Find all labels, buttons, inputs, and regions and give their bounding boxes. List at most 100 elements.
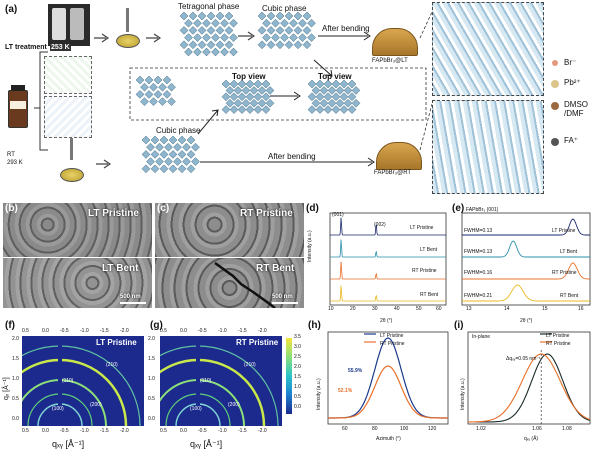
tetragonal-octahedron: [193, 18, 202, 28]
tetragonal-octahedron: [206, 26, 216, 35]
cubic-small-octahedron: [158, 82, 167, 92]
tick: -2.0: [258, 328, 267, 334]
inplane-title: In-plane: [472, 334, 491, 340]
xrd-frame: [329, 212, 447, 306]
topview-octahedron: [315, 105, 325, 114]
cubic-bottom-octahedron: [191, 142, 200, 152]
giwaxs-lt-xlabel: qₓᵧ [Å⁻¹]: [52, 439, 85, 449]
cubic-bottom-octahedron: [159, 150, 169, 159]
topview-octahedron: [327, 98, 337, 108]
xrd-xlabel: 2θ (°): [380, 318, 393, 324]
fwhm-series-line: [462, 240, 590, 258]
topview-octahedron: [229, 79, 239, 89]
xrd-curve-label: LT Pristine: [410, 225, 434, 231]
cubic-octahedron: [302, 11, 312, 21]
topview-octahedron: [319, 86, 329, 95]
topview-octahedron: [245, 105, 255, 114]
azimuth-series-line: [328, 365, 448, 419]
lt-film-label: FAPbBr₃@LT: [372, 58, 408, 64]
topview-octahedron: [327, 86, 337, 95]
topview-octahedron: [347, 79, 357, 89]
cubic-octahedron: [307, 18, 316, 28]
azimuth-xlabel: Azimuth (°): [376, 436, 401, 442]
cubic-octahedron: [266, 26, 276, 35]
cubic-octahedron: [307, 33, 316, 42]
topview-octahedron: [245, 79, 255, 89]
tick: 80: [372, 426, 378, 432]
fwhm-series-line: [462, 262, 590, 280]
fwhm-curve-label: RT Bent: [560, 293, 579, 299]
topview-octahedron: [249, 86, 259, 95]
lt-bent-structure-inset: [432, 2, 544, 96]
fwhm-title: FAPbBr₃ (001): [466, 207, 499, 213]
topview-octahedron: [233, 98, 243, 108]
tetragonal-octahedron: [202, 18, 211, 28]
cubic-octahedron: [293, 40, 303, 50]
panel-a-letter: (a): [5, 4, 18, 15]
fa-legend-label: FA⁺: [564, 136, 579, 145]
fwhm-xtick: 14: [504, 306, 510, 312]
tick: 1.08: [562, 426, 572, 432]
rt-solution-schematic: [44, 96, 92, 138]
rt-pristine-sem-label: RT Pristine: [240, 208, 293, 219]
tetragonal-octahedron: [202, 33, 211, 42]
cubic-bottom-octahedron: [141, 135, 151, 145]
cubic-octahedron: [302, 26, 312, 35]
tick: 1.0: [148, 376, 155, 382]
panel-c-letter: (c): [157, 203, 170, 214]
tick: 0.0: [148, 416, 155, 422]
cubic-small-octahedron: [167, 97, 176, 106]
tetragonal-octahedron: [188, 11, 198, 21]
colorbar-tick: 2.0: [294, 364, 301, 370]
topview-octahedron: [307, 79, 317, 89]
giwaxs-lt-yticks: 2.0 1.5 1.0 0.5 0.0: [12, 336, 22, 426]
tetragonal-octahedron: [220, 33, 229, 42]
tetragonal-octahedron: [206, 40, 216, 50]
topview-octahedron: [323, 92, 333, 102]
tetragonal-octahedron: [188, 40, 198, 50]
tetragonal-octahedron: [215, 26, 225, 35]
cubic-bottom-octahedron: [155, 157, 164, 166]
tetragonal-octahedron: [179, 11, 189, 21]
crack-line: [214, 261, 276, 308]
solvent-legend-label: DMSO /DMF: [564, 100, 588, 118]
cubic-bottom-octahedron: [177, 135, 187, 145]
topview-octahedron: [323, 79, 333, 89]
cubic-octahedron: [280, 33, 289, 42]
topview-octahedron: [253, 79, 263, 89]
topview-octahedron: [237, 105, 247, 114]
tetragonal-octahedron: [220, 18, 229, 28]
inplane-frame: [467, 331, 591, 425]
sem-rt-bent: [155, 258, 304, 308]
giwaxs-ring-label: (100): [190, 406, 202, 412]
inplane-legend: RT Pristine: [546, 341, 571, 347]
topview-octahedron: [331, 105, 341, 114]
topview-octahedron: [347, 92, 357, 102]
fwhm-xticks: 13 14 15 16: [464, 306, 590, 314]
sem-lt-pristine: [3, 203, 152, 257]
topview-octahedron: [225, 98, 235, 108]
tetragonal-octahedron: [215, 40, 225, 50]
peak-001-label: (001): [332, 212, 344, 218]
after-bending-top-label: After bending: [322, 24, 370, 33]
inplane-series-line: [467, 353, 591, 423]
azimuth-xticks: 60 80 100 120: [334, 426, 450, 434]
tetragonal-octahedron: [229, 47, 238, 57]
azimuth-annot-rt: 52.1%: [338, 388, 353, 394]
fa-legend-dot: [551, 138, 559, 146]
lt-bent-sem-label: LT Bent: [102, 263, 139, 274]
tick: -1.0: [80, 428, 89, 434]
cubic-bottom-octahedron: [159, 164, 169, 174]
fwhm-frame: [461, 212, 591, 306]
tick: 1.02: [476, 426, 486, 432]
fwhm-curve-label: LT Bent: [560, 249, 578, 255]
cubic-bottom-octahedron: [173, 157, 182, 166]
topview-octahedron: [343, 98, 353, 108]
tetragonal-octahedron: [224, 40, 234, 50]
cubic-octahedron: [257, 26, 267, 35]
giwaxs-lt-top-ticks: 0.5 0.0 -0.5 -1.0 -1.5 -2.0: [22, 328, 144, 336]
tick: -1.5: [238, 328, 247, 334]
tick: 0.5: [160, 428, 167, 434]
tetragonal-octahedron: [179, 26, 189, 35]
tetragonal-phase-label: Tetragonal phase: [178, 2, 240, 11]
